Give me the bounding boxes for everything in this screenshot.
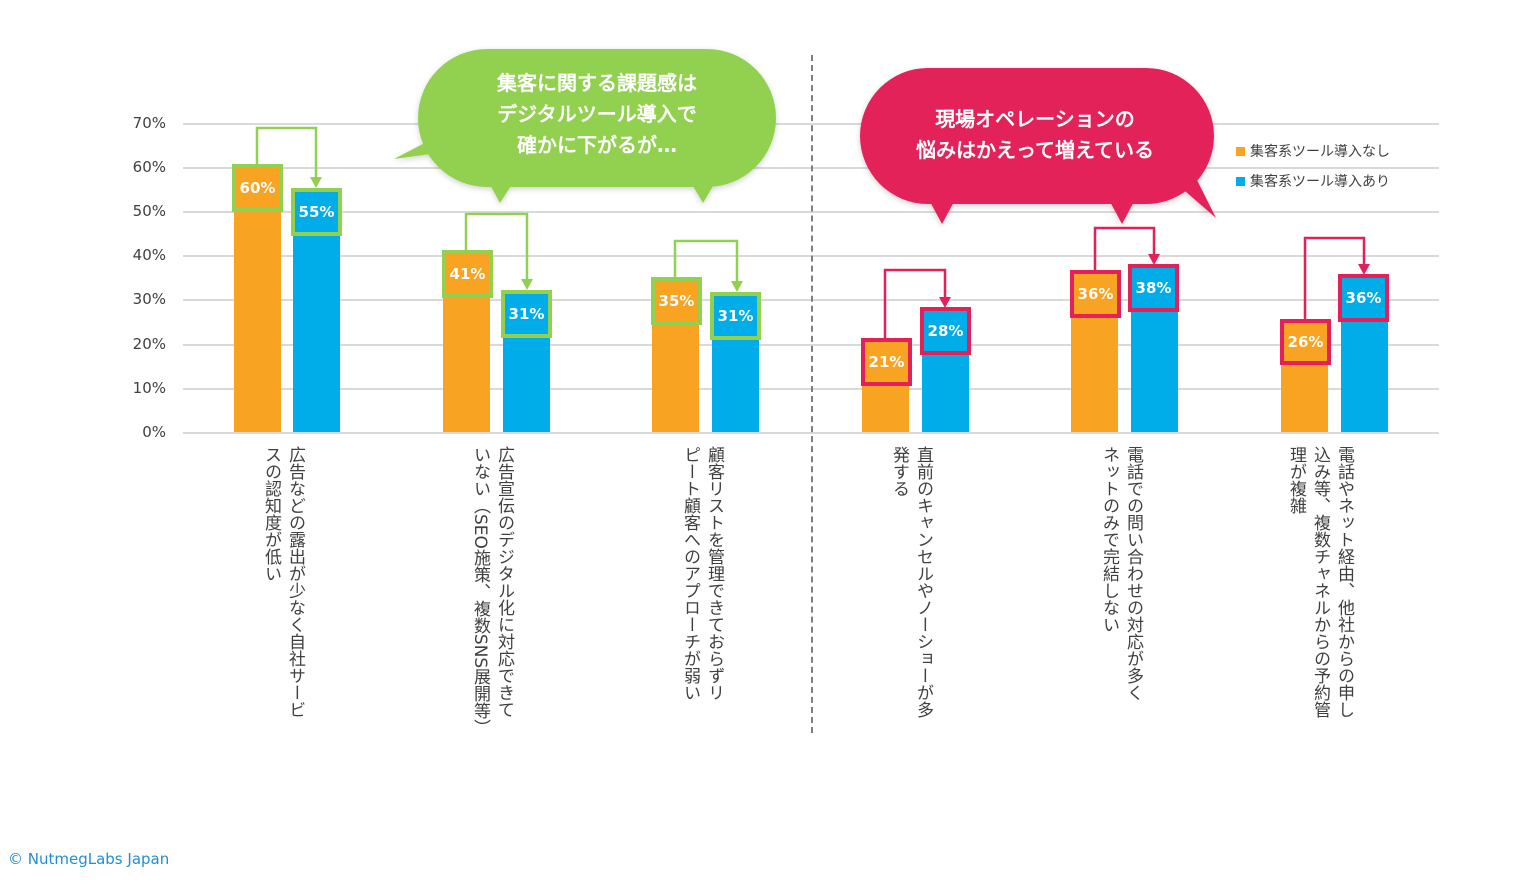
bubble-line: 現場オペレーションの	[935, 107, 1135, 131]
category-label-line: 顧客リストを管理できておらずリ	[704, 446, 724, 701]
pink-bubble-text: 現場オペレーションの 悩みはかえって増えている	[880, 104, 1190, 166]
category-label-line: 電話での問い合わせの対応が多く	[1123, 446, 1143, 701]
value-label: 26%	[1280, 319, 1331, 365]
value-label: 36%	[1070, 270, 1121, 318]
y-tick-label: 40%	[132, 246, 166, 264]
value-label: 60%	[232, 164, 283, 212]
category-label-line: 込み等、複数チャネルからの予約管	[1310, 446, 1330, 718]
category-label-line: 理が複雑	[1286, 446, 1306, 514]
orange-swatch-icon	[1236, 146, 1245, 156]
value-label: 38%	[1128, 264, 1179, 312]
category-label: 直前のキャンセルやノーショーが多 発する	[887, 446, 935, 736]
section-divider	[811, 55, 813, 733]
green-speech-bubble	[394, 49, 776, 203]
value-label: 31%	[710, 292, 761, 340]
legend-item-with-tool: 集客系ツール導入あり	[1236, 166, 1390, 196]
category-label: 広告宣伝のデジタル化に対応できて いない（SEO施策、複数SNS展開等）	[468, 446, 516, 736]
y-tick-label: 70%	[132, 114, 166, 132]
y-tick-label: 50%	[132, 202, 166, 220]
legend-item-without-tool: 集客系ツール導入なし	[1236, 136, 1390, 166]
value-label: 28%	[920, 307, 971, 355]
bubble-line: デジタルツール導入で	[497, 102, 697, 126]
category-label-line: いない（SEO施策、複数SNS展開等）	[470, 446, 490, 737]
value-label: 41%	[442, 250, 493, 298]
legend-label: 集客系ツール導入なし	[1250, 144, 1390, 160]
category-label-line: 広告などの露出が少なく自社サービ	[285, 446, 305, 718]
green-bubble-text: 集客に関する課題感は デジタルツール導入で 確かに下がるが…	[430, 68, 764, 161]
value-label: 55%	[291, 188, 342, 236]
category-label-line: 広告宣伝のデジタル化に対応できて	[494, 446, 514, 718]
legend: 集客系ツール導入なし 集客系ツール導入あり	[1236, 136, 1390, 196]
category-label-line: ピート顧客へのアプローチが弱い	[680, 446, 700, 701]
y-tick-label: 60%	[132, 158, 166, 176]
value-label: 36%	[1338, 274, 1389, 322]
value-label: 35%	[651, 277, 702, 325]
copyright: © NutmegLabs Japan	[8, 850, 170, 868]
bubble-line: 悩みはかえって増えている	[916, 138, 1154, 162]
category-label-line: 直前のキャンセルやノーショーが多	[913, 446, 933, 718]
category-label: 電話での問い合わせの対応が多く ネットのみで完結しない	[1097, 446, 1145, 736]
category-label: 顧客リストを管理できておらずリ ピート顧客へのアプローチが弱い	[678, 446, 726, 736]
bubble-line: 確かに下がるが…	[517, 133, 677, 157]
legend-label: 集客系ツール導入あり	[1250, 174, 1390, 190]
y-tick-label: 0%	[142, 423, 166, 441]
category-label: 電話やネット経由、他社からの申し 込み等、複数チャネルからの予約管 理が複雑	[1284, 446, 1356, 736]
y-tick-label: 20%	[132, 335, 166, 353]
value-label: 31%	[501, 290, 552, 338]
category-label-line: 電話やネット経由、他社からの申し	[1334, 446, 1354, 718]
category-label-line: スの認知度が低い	[261, 446, 281, 582]
pink-speech-bubble	[860, 68, 1216, 224]
blue-swatch-icon	[1236, 176, 1245, 186]
y-tick-label: 10%	[132, 379, 166, 397]
category-label: 広告などの露出が少なく自社サービ スの認知度が低い	[259, 446, 307, 736]
value-label: 21%	[861, 338, 912, 386]
bubble-line: 集客に関する課題感は	[497, 71, 697, 95]
y-tick-label: 30%	[132, 290, 166, 308]
category-label-line: ネットのみで完結しない	[1099, 446, 1119, 633]
category-label-line: 発する	[889, 446, 909, 497]
